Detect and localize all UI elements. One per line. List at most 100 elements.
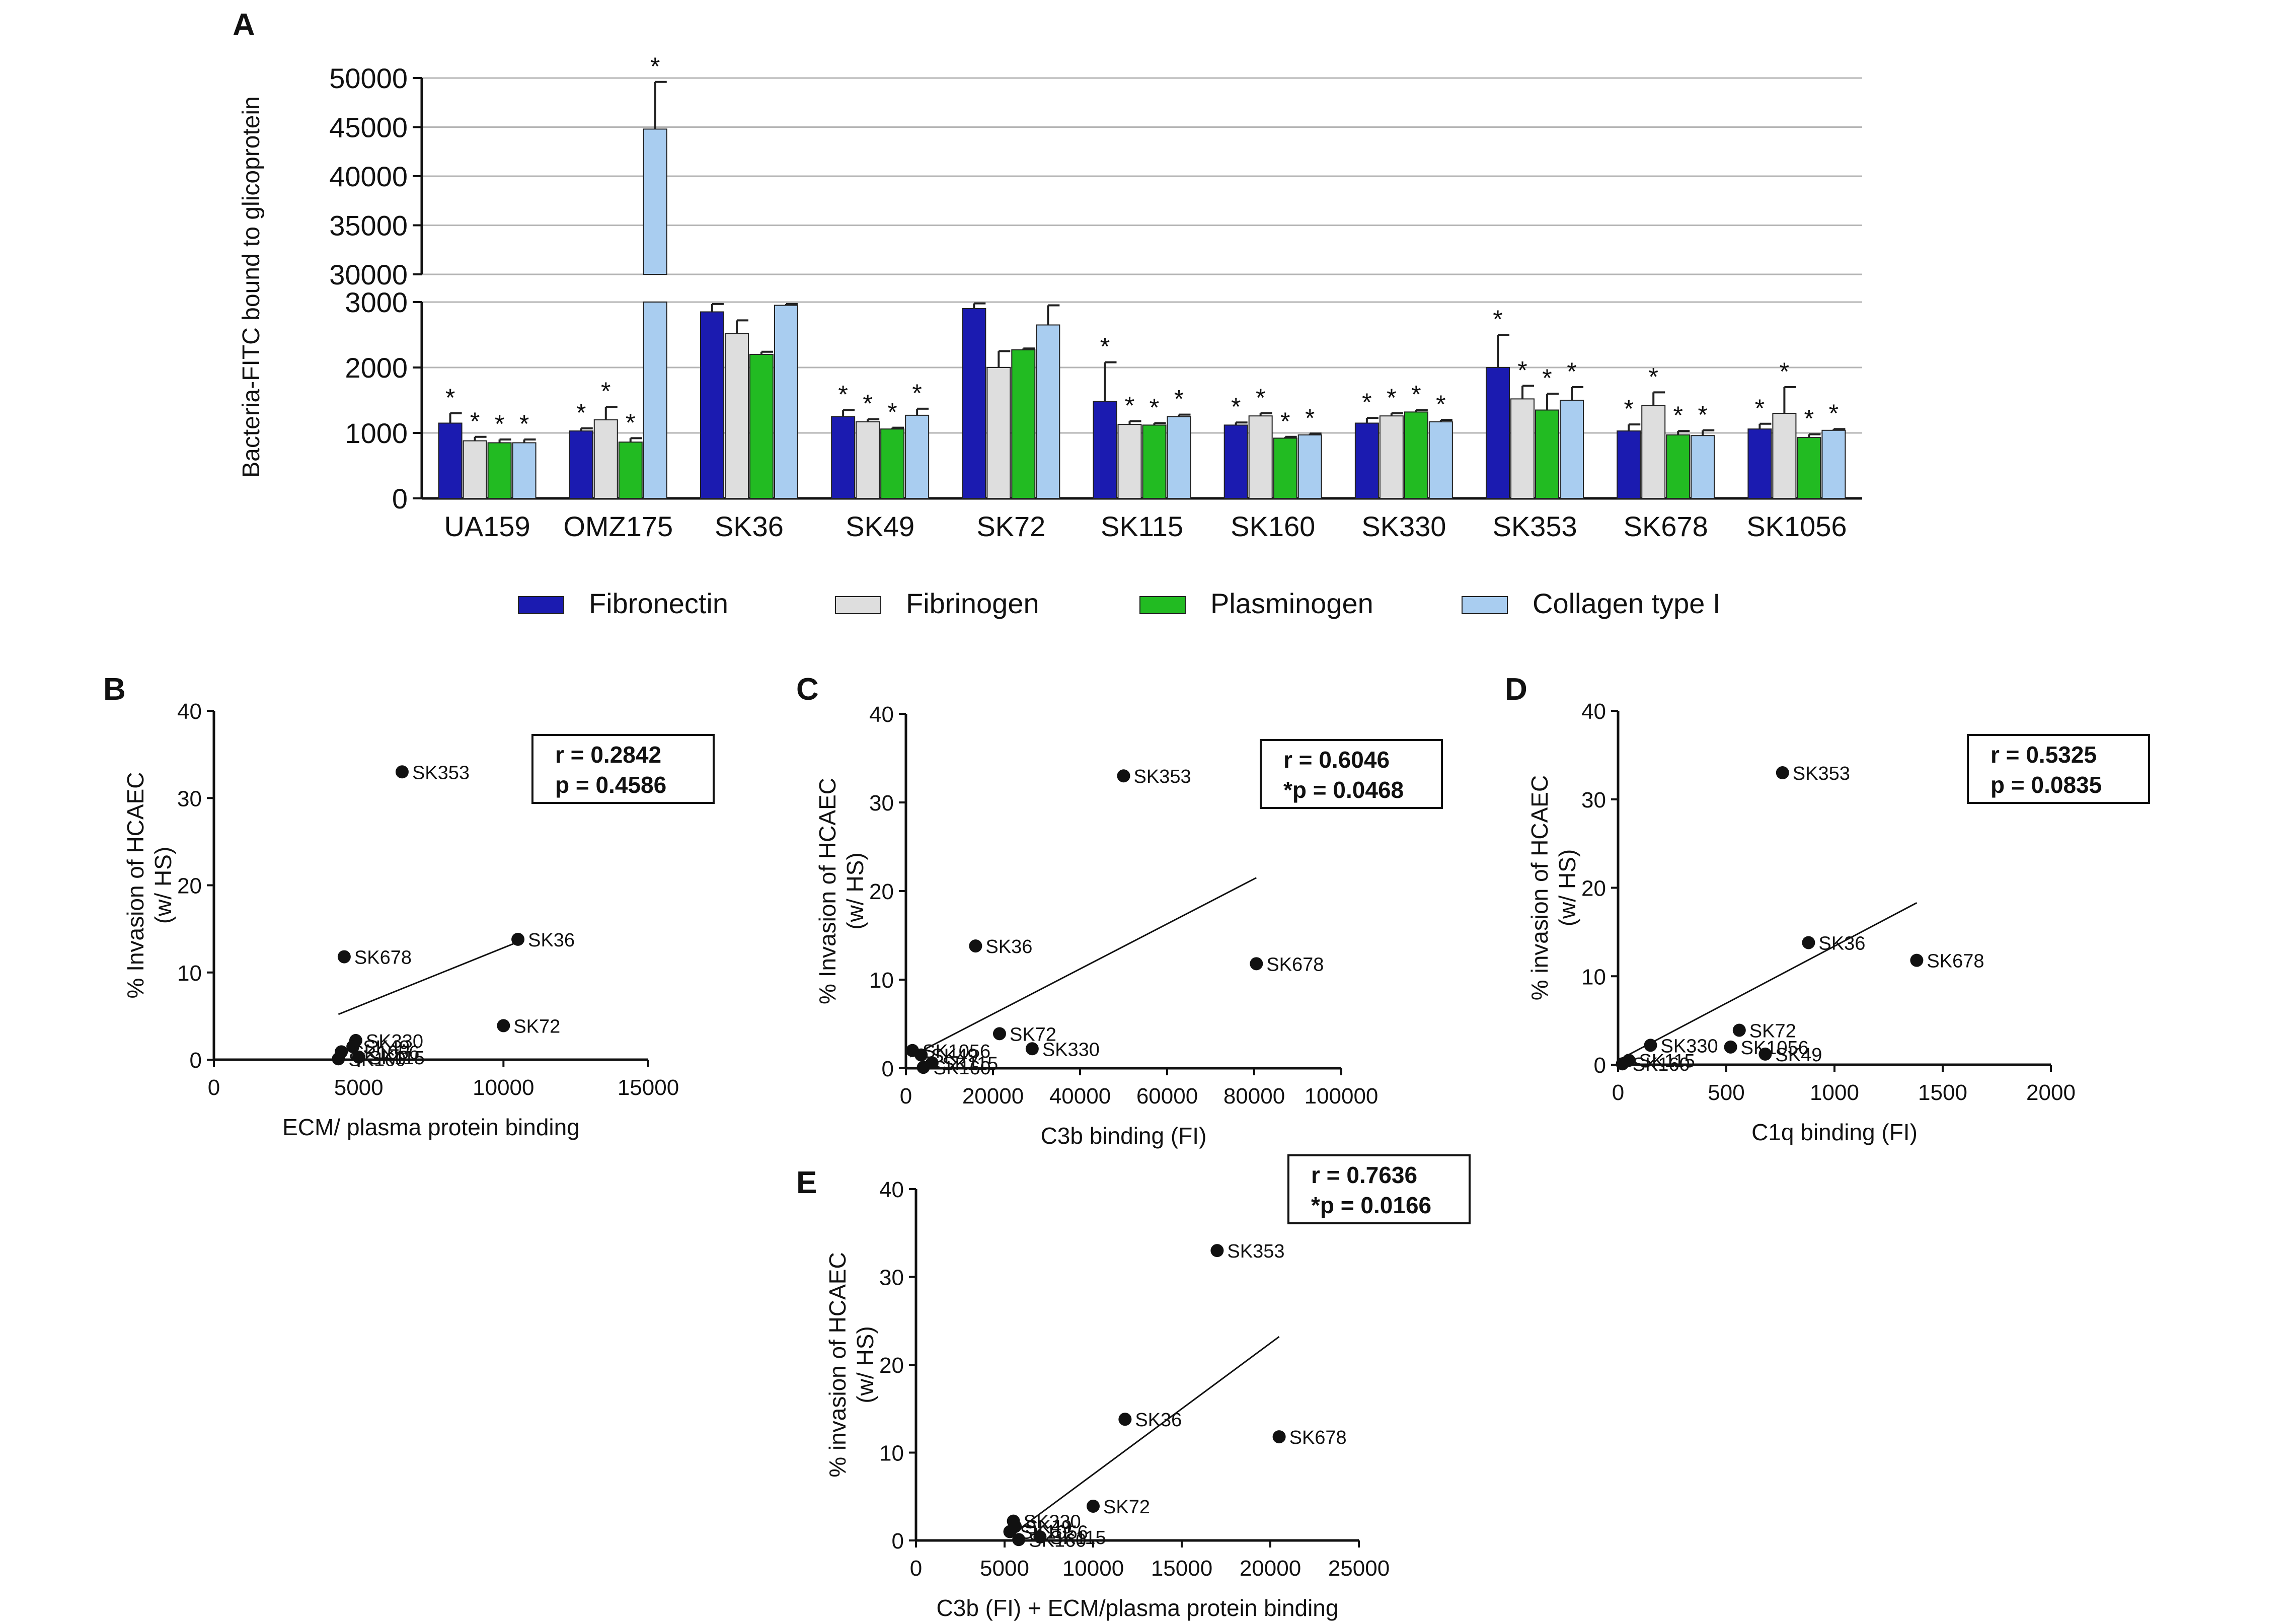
bar-sk72-collagen-type-i bbox=[1036, 324, 1060, 499]
bar-omz175-collagen-type-i-upper bbox=[643, 128, 667, 275]
point-label-sk72: SK72 bbox=[1749, 1020, 1796, 1042]
bar-sk1056-plasminogen bbox=[1797, 437, 1821, 499]
stats-p-value: *p = 0.0166 bbox=[1311, 1192, 1431, 1218]
x-axis-label: C1q binding (FI) bbox=[1751, 1119, 1918, 1145]
significance-star: * bbox=[1698, 401, 1707, 429]
point-sk72 bbox=[992, 1027, 1006, 1041]
point-label-sk353: SK353 bbox=[1793, 763, 1850, 784]
scatter-panel-d: 0 10 20 30 40 0 500 1000 1500 2000 C1q binding (FI… bbox=[1526, 699, 2150, 1145]
significance-star: * bbox=[887, 398, 897, 426]
legend-label-plasminogen: Plasminogen bbox=[1210, 587, 1373, 619]
point-sk678 bbox=[337, 950, 351, 964]
point-sk678 bbox=[1250, 957, 1263, 971]
point-label-sk160: SK160 bbox=[1029, 1530, 1086, 1551]
point-sk1056 bbox=[905, 1044, 919, 1057]
bar-sk678-fibrinogen bbox=[1641, 405, 1666, 499]
panel-label-b: B bbox=[103, 672, 126, 707]
x-tick-label: 15000 bbox=[1151, 1556, 1212, 1581]
x-tick-label: 2000 bbox=[2026, 1080, 2076, 1105]
stats-r-value: r = 0.7636 bbox=[1311, 1162, 1417, 1188]
y-axis-label: Bacteria-FITC bound to glicoprotein bbox=[238, 96, 265, 478]
y-tick-label: 1000 bbox=[345, 417, 408, 449]
legend-label-collagen-type-i: Collagen type I bbox=[1533, 587, 1721, 619]
x-tick-label: 10000 bbox=[1062, 1556, 1124, 1581]
bar-sk353-collagen-type-i bbox=[1560, 400, 1584, 499]
panel-label-a: A bbox=[233, 8, 255, 42]
panel-label-e: E bbox=[796, 1165, 817, 1200]
stats-box bbox=[1287, 1154, 1471, 1224]
legend-swatch-plasminogen bbox=[1139, 596, 1186, 614]
y-tick-label: 3000 bbox=[345, 286, 408, 318]
point-label-sk160: SK160 bbox=[348, 1049, 406, 1070]
panel-label-c: C bbox=[796, 672, 819, 707]
legend-swatch-collagen-type-i bbox=[1462, 596, 1508, 614]
x-tick-label: 100000 bbox=[1305, 1084, 1379, 1109]
bar-sk678-fibronectin bbox=[1617, 430, 1641, 499]
x-tick-label-ua159: UA159 bbox=[444, 510, 530, 542]
x-tick-label: 40000 bbox=[1049, 1084, 1111, 1109]
bar-sk36-collagen-type-i bbox=[774, 305, 798, 499]
significance-star: * bbox=[1755, 394, 1765, 422]
significance-star: * bbox=[1280, 407, 1290, 435]
point-sk353 bbox=[395, 765, 409, 779]
x-tick-label-sk160: SK160 bbox=[1231, 510, 1315, 542]
point-label-sk330: SK330 bbox=[1024, 1512, 1081, 1533]
y-tick-label: 40 bbox=[1581, 699, 1606, 724]
point-label-sk160: SK160 bbox=[1633, 1054, 1690, 1075]
point-label-sk36: SK36 bbox=[1135, 1410, 1182, 1431]
significance-star: * bbox=[1256, 384, 1265, 412]
panel-label-d: D bbox=[1505, 672, 1527, 707]
point-sk353 bbox=[1117, 769, 1130, 783]
scatter-panel-b: 0 10 20 30 40 0 5000 10000 15000 ECM/ plasma prot… bbox=[122, 699, 715, 1140]
stats-r-value: r = 0.5325 bbox=[1991, 742, 2097, 768]
point-sk160 bbox=[1012, 1533, 1026, 1546]
stats-p-value: p = 0.4586 bbox=[555, 772, 666, 798]
significance-star: * bbox=[1231, 393, 1241, 421]
y-tick-label: 2000 bbox=[345, 352, 408, 384]
significance-star: * bbox=[1542, 364, 1552, 392]
point-sk49 bbox=[1758, 1047, 1772, 1061]
x-tick-label: 1000 bbox=[1810, 1080, 1859, 1105]
x-tick-label: 80000 bbox=[1223, 1084, 1285, 1109]
point-label-sk72: SK72 bbox=[1010, 1024, 1056, 1045]
stats-box bbox=[1967, 734, 2150, 804]
y-tick-label: 20 bbox=[869, 879, 894, 904]
point-label-sk115: SK115 bbox=[942, 1053, 998, 1074]
point-sk1056 bbox=[1003, 1525, 1017, 1538]
x-tick-label: 0 bbox=[910, 1556, 922, 1581]
bar-sk353-plasminogen bbox=[1535, 409, 1560, 499]
point-sk160 bbox=[1616, 1057, 1629, 1071]
y-tick-label: 30 bbox=[1581, 788, 1606, 813]
bar-sk160-collagen-type-i bbox=[1297, 434, 1322, 499]
point-label-sk36: SK36 bbox=[1818, 933, 1865, 954]
point-label-sk353: SK353 bbox=[1134, 766, 1191, 787]
bar-sk353-fibrinogen bbox=[1510, 398, 1535, 499]
significance-star: * bbox=[1362, 388, 1371, 416]
scatter-panel-c: 0 10 20 30 40 0 20000 40000 60000 80000 100000 C3b … bbox=[814, 702, 1443, 1149]
bar-sk678-collagen-type-i bbox=[1691, 435, 1715, 499]
point-sk353 bbox=[1210, 1244, 1224, 1258]
point-label-sk49: SK49 bbox=[1025, 1517, 1072, 1538]
x-tick-label: 0 bbox=[1612, 1080, 1624, 1105]
y-axis-label-line-2: (w/ HS) bbox=[150, 847, 176, 924]
y-axis-label-line-1: % Invasion of HCAEC bbox=[814, 778, 840, 1004]
y-tick-label: 40 bbox=[869, 702, 894, 727]
x-tick-label-sk353: SK353 bbox=[1492, 510, 1577, 542]
x-tick-label: 20000 bbox=[1240, 1556, 1301, 1581]
point-sk72 bbox=[1732, 1023, 1746, 1037]
point-label-sk330: SK330 bbox=[366, 1031, 423, 1052]
significance-star: * bbox=[601, 377, 610, 405]
x-tick-label: 15000 bbox=[618, 1075, 679, 1100]
point-label-sk36: SK36 bbox=[528, 930, 575, 951]
stats-r-value: r = 0.2842 bbox=[555, 742, 661, 768]
y-tick-label: 20 bbox=[879, 1353, 904, 1378]
y-axis-label-line-1: % invasion of HCAEC bbox=[824, 1252, 851, 1477]
regression-line bbox=[1618, 902, 1918, 1061]
significance-star: * bbox=[495, 410, 504, 438]
scatter-panel-e: 0 10 20 30 40 0 5000 10000 15000 20000 25000 C3b (F… bbox=[824, 1154, 1471, 1621]
bar-sk1056-fibrinogen bbox=[1772, 413, 1797, 499]
y-tick-label: 30 bbox=[869, 791, 894, 816]
bar-sk115-collagen-type-i bbox=[1167, 416, 1191, 499]
bar-sk36-fibrinogen bbox=[724, 333, 749, 499]
